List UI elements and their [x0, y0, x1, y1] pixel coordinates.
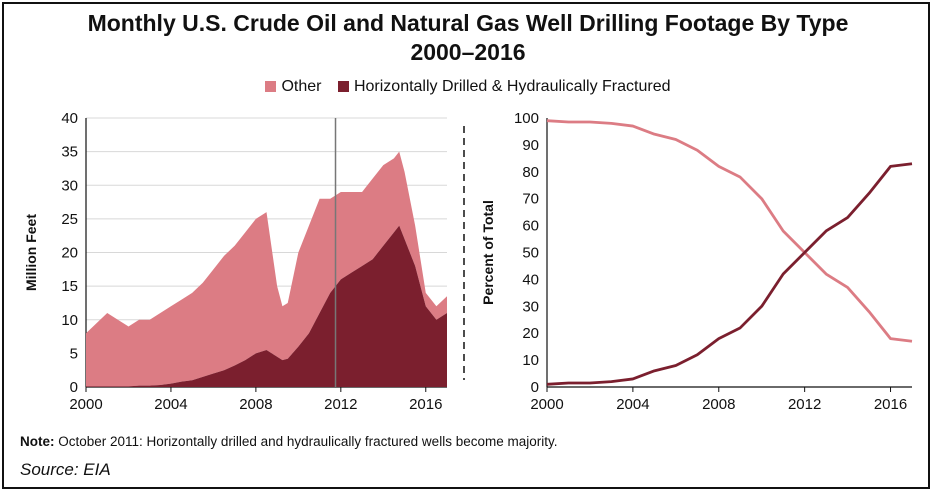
y-tick-label-0-1: 5 [70, 345, 78, 362]
legend-swatch-other [265, 81, 277, 92]
y-axis-title-0: Million Feet [23, 214, 39, 291]
y-tick-label-0-8: 40 [61, 110, 78, 127]
legend-swatch-hdhf [337, 81, 349, 92]
x-tick-label-0-3: 2012 [324, 396, 357, 413]
y-tick-label-1-1: 10 [522, 352, 539, 369]
y-tick-label-0-7: 35 [61, 144, 78, 161]
source: Source: EIA [20, 460, 111, 479]
y-tick-label-1-10: 100 [514, 110, 539, 127]
y-tick-label-1-8: 80 [522, 164, 539, 181]
x-tick-label-1-3: 2012 [788, 396, 821, 413]
area-hdhf [86, 225, 447, 387]
legend: Other Horizontally Drilled & Hydraulical… [0, 78, 936, 96]
figure-frame [2, 2, 930, 489]
note-label: Note: [20, 434, 55, 449]
area-other [86, 151, 447, 387]
x-tick-label-0-1: 2004 [154, 396, 187, 413]
x-tick-label-0-2: 2008 [239, 396, 272, 413]
y-tick-label-0-5: 25 [61, 211, 78, 228]
y-tick-label-1-2: 20 [522, 325, 539, 342]
y-tick-label-0-6: 30 [61, 177, 78, 194]
legend-label-hdhf: Horizontally Drilled & Hydraulically Fra… [353, 78, 671, 95]
x-tick-label-0-4: 2016 [409, 396, 442, 413]
note: Note: October 2011: Horizontally drilled… [20, 434, 557, 449]
y-tick-label-0-2: 10 [61, 312, 78, 329]
x-tick-label-1-4: 2016 [874, 396, 907, 413]
y-tick-label-0-3: 15 [61, 278, 78, 295]
y-tick-label-1-0: 0 [531, 379, 539, 396]
x-tick-label-1-0: 2000 [530, 396, 563, 413]
y-tick-label-0-0: 0 [70, 379, 78, 396]
legend-label-other: Other [281, 78, 322, 95]
legend-item-other: Other [265, 78, 322, 95]
chart-title: Monthly U.S. Crude Oil and Natural Gas W… [87, 10, 849, 36]
legend-item-hdhf: Horizontally Drilled & Hydraulically Fra… [337, 78, 671, 95]
x-tick-label-1-2: 2008 [702, 396, 735, 413]
y-tick-label-1-9: 90 [522, 137, 539, 154]
y-tick-label-1-4: 40 [522, 271, 539, 288]
line-hdhf [546, 162, 913, 386]
line-other [546, 119, 913, 343]
y-tick-label-1-6: 60 [522, 218, 539, 235]
note-text: October 2011: Horizontally drilled and h… [54, 434, 558, 449]
y-tick-label-1-3: 30 [522, 298, 539, 315]
x-tick-label-0-0: 2000 [69, 396, 102, 413]
x-tick-label-1-1: 2004 [616, 396, 649, 413]
chart-subtitle: 2000–2016 [410, 39, 526, 65]
y-axis-title-1: Percent of Total [480, 200, 496, 305]
y-tick-label-1-7: 70 [522, 191, 539, 208]
y-tick-label-1-5: 50 [522, 245, 539, 262]
y-tick-label-0-4: 20 [61, 245, 78, 262]
